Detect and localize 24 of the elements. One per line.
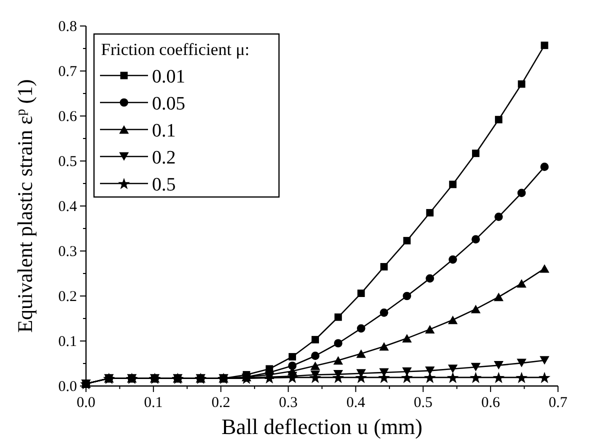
x-tick-label: 0.6	[481, 395, 500, 411]
x-tick-label: 0.4	[346, 395, 366, 411]
y-tick-label: 0.6	[58, 109, 78, 125]
y-tick-label: 0.3	[58, 244, 77, 260]
x-tick-label: 0.1	[144, 395, 163, 411]
y-tick-label: 0.0	[58, 379, 77, 395]
x-tick-label: 0.2	[211, 395, 230, 411]
legend-label: 0.2	[152, 148, 176, 168]
y-tick-label: 0.7	[58, 64, 78, 80]
legend-title: Friction coefficient μ:	[101, 40, 250, 59]
legend-label: 0.01	[152, 66, 186, 88]
x-tick-label: 0.5	[414, 395, 433, 411]
y-tick-label: 0.1	[58, 334, 77, 350]
y-tick-label: 0.4	[58, 199, 78, 215]
legend-label: 0.05	[152, 94, 186, 114]
x-axis-title: Ball deflection u (mm)	[222, 414, 422, 439]
legend-label: 0.5	[152, 174, 176, 196]
y-tick-label: 0.5	[58, 154, 77, 170]
y-tick-label: 0.2	[58, 289, 77, 305]
legend-label: 0.1	[152, 120, 176, 142]
y-tick-label: 0.8	[58, 19, 77, 35]
x-tick-label: 0.3	[278, 395, 298, 411]
x-tick-label: 0.0	[76, 395, 96, 411]
x-tick-label: 0.7	[548, 395, 568, 411]
